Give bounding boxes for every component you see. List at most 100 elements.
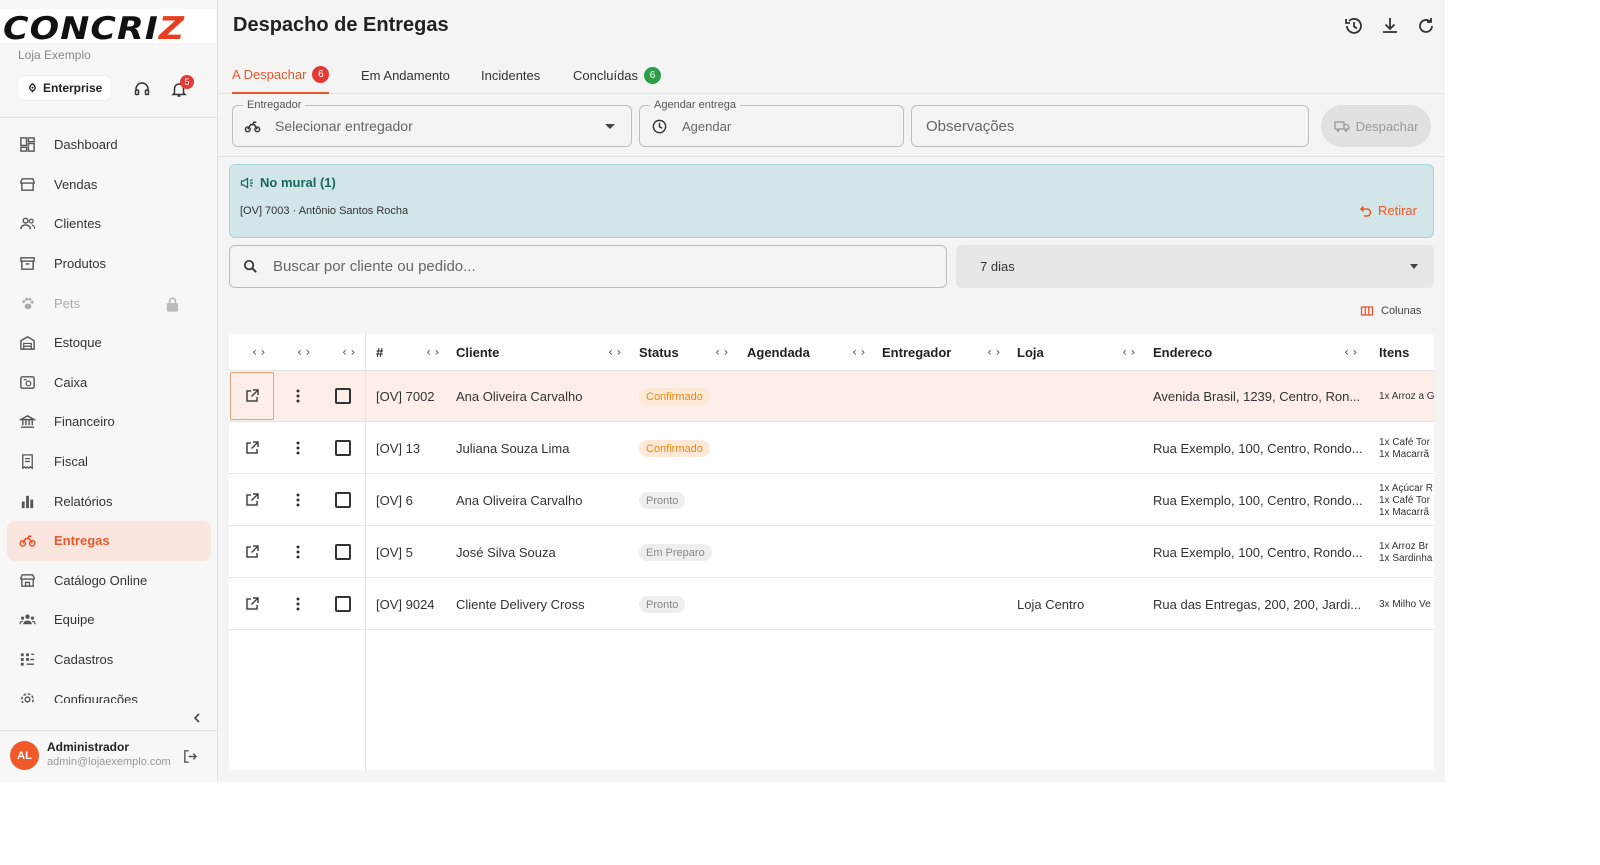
item-line: 1x Café Tor [1379,494,1430,506]
column-resize-handle[interactable]: ‹› [341,345,358,359]
column-header-address[interactable]: Endereco [1153,345,1213,360]
items-cell: 1x Arroz Br 1x Sardinha [1379,527,1434,578]
row-checkbox[interactable] [335,440,351,456]
sidebar-item-label: Financeiro [54,414,115,430]
scheduled-cell [747,527,867,578]
sidebar-item-fiscal[interactable]: Fiscal [7,442,211,482]
row-checkbox[interactable] [335,388,351,404]
row-checkbox[interactable] [335,596,351,612]
status-badge: Pronto [639,596,686,613]
table-row[interactable]: [OV] 5 José Silva Souza Em Preparo Rua E… [229,527,1434,578]
table-row[interactable]: [OV] 6 Ana Oliveira Carvalho Pronto Rua … [229,475,1434,526]
period-select[interactable]: 7 dias [956,245,1434,288]
avatar[interactable]: AL [10,741,39,770]
column-resize-handle[interactable]: ‹› [1343,345,1360,359]
column-resize-handle[interactable]: ‹› [1121,345,1138,359]
item-line: 3x Milho Ve [1379,598,1431,610]
caret-down-icon [1410,264,1418,269]
columns-button[interactable]: Colunas [1360,304,1421,318]
open-external-icon[interactable] [243,595,261,613]
history-icon[interactable] [1343,15,1365,37]
tab-em-andamento[interactable]: Em Andamento [361,56,450,94]
more-vert-icon[interactable] [289,439,307,457]
column-resize-handle[interactable]: ‹› [251,345,268,359]
sidebar-item-label: Cadastros [54,652,114,668]
column-header-items[interactable]: Itens [1379,345,1410,360]
item-line: 1x Arroz Br [1379,540,1429,552]
sidebar-item-caixa[interactable]: Caixa [7,363,211,403]
courier-select[interactable]: Entregador Selecionar entregador [232,98,632,147]
row-checkbox[interactable] [335,544,351,560]
column-header-status[interactable]: Status [639,345,679,360]
tab-bar: A Despachar 6 Em Andamento Incidentes Co… [218,56,1445,94]
sidebar-item-cadastros[interactable]: Cadastros [7,640,211,680]
divider [218,156,1445,157]
column-header-scheduled[interactable]: Agendada [747,345,810,360]
column-resize-handle[interactable]: ‹› [851,345,868,359]
column-resize-handle[interactable]: ‹› [986,345,1003,359]
order-id: [OV] 9024 [376,597,435,612]
dispatch-label: Despachar [1355,118,1419,134]
truck-icon [1333,121,1350,132]
column-resize-handle[interactable]: ‹› [425,345,442,359]
sidebar-item-equipe[interactable]: Equipe [7,600,211,640]
item-line: 1x Macarrã [1379,448,1430,460]
column-header-id[interactable]: # [376,345,384,360]
search-input[interactable]: Buscar por cliente ou pedido... [229,245,947,288]
open-external-icon[interactable] [243,491,261,509]
team-icon [19,614,36,625]
sidebar-item-vendas[interactable]: Vendas [7,165,211,205]
more-vert-icon[interactable] [289,543,307,561]
tab-concluidas[interactable]: Concluídas 6 [573,56,662,94]
tab-a-despachar[interactable]: A Despachar 6 [232,56,330,94]
table-row[interactable]: [OV] 9024 Cliente Delivery Cross Pronto … [229,579,1434,630]
open-external-icon[interactable] [243,387,261,405]
logout-icon[interactable] [182,748,199,765]
column-resize-handle[interactable]: ‹› [714,345,731,359]
address-cell: Rua Exemplo, 100, Centro, Rondo... [1153,493,1363,508]
support-button[interactable] [131,78,153,100]
more-vert-icon[interactable] [289,595,307,613]
address-cell: Avenida Brasil, 1239, Centro, Ron... [1153,389,1361,404]
sidebar-item-dashboard[interactable]: Dashboard [7,125,211,165]
sidebar-item-estoque[interactable]: Estoque [7,323,211,363]
sidebar-item-financeiro[interactable]: Financeiro [7,402,211,442]
column-resize-handle[interactable]: ‹› [607,345,624,359]
column-header-courier[interactable]: Entregador [882,345,952,360]
schedule-field[interactable]: Agendar entrega Agendar [639,98,904,147]
refresh-icon[interactable] [1415,15,1437,37]
gear-icon [21,692,34,703]
sidebar-item-entregas[interactable]: Entregas [7,520,211,561]
status-cell: Confirmado [639,371,739,422]
schedule-label: Agendar entrega [650,98,740,112]
logo[interactable]: CONCRIZ [3,11,185,47]
mural-panel: No mural (1) [OV] 7003 · Antônio Santos … [229,164,1434,238]
more-vert-icon[interactable] [289,491,307,509]
status-badge: Confirmado [639,440,710,457]
notes-field[interactable]: Observações [911,105,1309,147]
table-row[interactable]: [OV] 7002 Ana Oliveira Carvalho Confirma… [229,371,1434,422]
plan-badge[interactable]: Enterprise [18,76,112,100]
sidebar-item-configuracoes[interactable]: Configurações [7,679,211,703]
sidebar-item-clientes[interactable]: Clientes [7,204,211,244]
item-line: 1x Açúcar R [1379,482,1433,494]
remove-from-mural-button[interactable]: Retirar [1358,203,1417,218]
row-checkbox[interactable] [335,492,351,508]
open-external-icon[interactable] [243,439,261,457]
download-icon[interactable] [1379,15,1401,37]
sidebar-item-produtos[interactable]: Produtos [7,244,211,284]
dispatch-button[interactable]: Despachar [1321,105,1431,147]
box-icon [20,257,35,270]
sidebar-item-catalogo-online[interactable]: Catálogo Online [7,561,211,601]
open-external-icon[interactable] [243,543,261,561]
sidebar-item-pets[interactable]: Pets [7,283,211,323]
chevron-left-icon[interactable] [190,711,204,725]
column-resize-handle[interactable]: ‹› [296,345,313,359]
tab-incidentes[interactable]: Incidentes [481,56,540,94]
column-header-client[interactable]: Cliente [456,345,500,360]
sidebar-item-relatorios[interactable]: Relatórios [7,481,211,521]
table-row[interactable]: [OV] 13 Juliana Souza Lima Confirmado Ru… [229,423,1434,474]
table-header: ‹› ‹› ‹› # ‹› Cliente ‹› Status ‹› Agend… [229,334,1434,371]
column-header-store[interactable]: Loja [1017,345,1044,360]
more-vert-icon[interactable] [289,387,307,405]
